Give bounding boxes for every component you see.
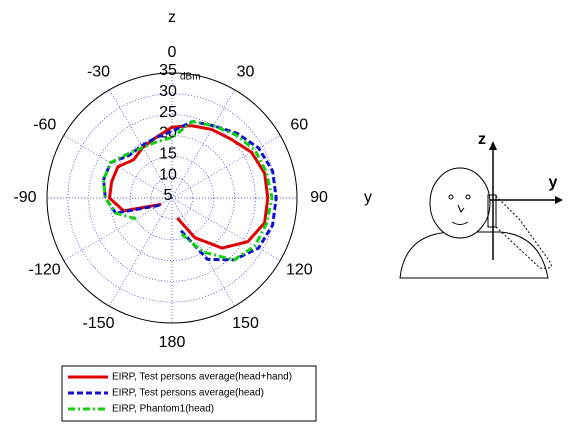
r-tick-label: 35 bbox=[159, 62, 177, 79]
grid-ring bbox=[88, 114, 256, 282]
r-unit: dBm bbox=[180, 72, 201, 83]
grid-ring bbox=[150, 176, 194, 220]
r-tick-label: 15 bbox=[159, 146, 177, 163]
eye bbox=[448, 194, 454, 200]
theta-tick-label: 120 bbox=[286, 262, 313, 279]
grid-ring bbox=[109, 135, 235, 261]
r-tick-label: 25 bbox=[159, 104, 177, 121]
chart-title: z bbox=[168, 9, 176, 26]
diagram-label: z bbox=[478, 131, 486, 148]
series-line bbox=[107, 124, 270, 250]
r-tick-label: 5 bbox=[164, 187, 173, 204]
hand bbox=[495, 195, 552, 269]
head bbox=[429, 167, 491, 239]
r-tick-label: 10 bbox=[159, 166, 177, 183]
mouth bbox=[451, 221, 469, 225]
theta-tick-label: -150 bbox=[82, 315, 114, 332]
theta-tick-label: -120 bbox=[29, 262, 61, 279]
arrow-head bbox=[555, 196, 563, 204]
diagram: z y y bbox=[364, 131, 563, 279]
theta-tick-label: 60 bbox=[290, 117, 308, 134]
theta-tick-label: -30 bbox=[87, 64, 110, 81]
nose bbox=[457, 204, 465, 213]
grid-spoke bbox=[171, 197, 235, 307]
diagram-label: y bbox=[549, 174, 558, 191]
theta-tick-label: 30 bbox=[237, 64, 255, 81]
diagram-label: y bbox=[364, 189, 372, 206]
theta-tick-label: 90 bbox=[310, 189, 328, 206]
legend-label: EIRP, Test persons average(head+hand) bbox=[112, 372, 292, 383]
series-line bbox=[102, 119, 274, 262]
phone bbox=[487, 194, 497, 228]
grid-ring bbox=[129, 155, 215, 241]
theta-tick-label: 0 bbox=[168, 44, 177, 61]
theta-tick-label: 180 bbox=[159, 334, 186, 351]
eye bbox=[465, 194, 471, 200]
grid-spoke bbox=[171, 89, 235, 199]
arrow-head bbox=[489, 141, 497, 150]
outer-ring bbox=[46, 72, 298, 324]
legend-label: EIRP, Phantom1(head) bbox=[112, 404, 214, 415]
r-tick-label: 30 bbox=[159, 83, 177, 100]
legend-label: EIRP, Test persons average(head) bbox=[112, 388, 264, 399]
theta-tick-label: -90 bbox=[13, 189, 36, 206]
theta-tick-label: -60 bbox=[33, 117, 56, 134]
theta-tick-label: 150 bbox=[232, 315, 259, 332]
